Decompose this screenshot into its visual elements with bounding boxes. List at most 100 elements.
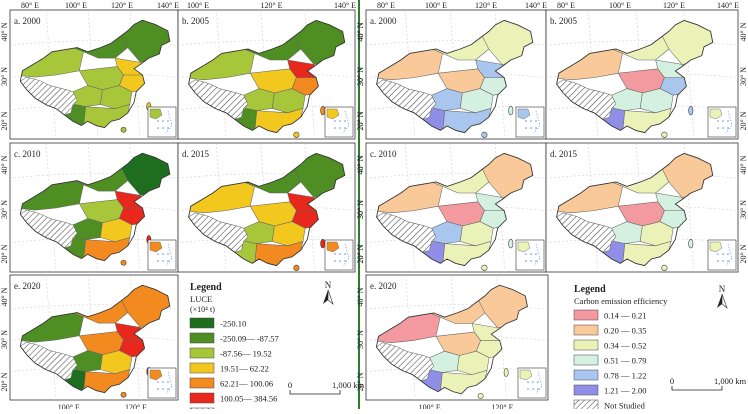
latitude-tick: 40° N (739, 22, 748, 41)
longitude-tick: 100° E (425, 1, 447, 10)
scale-start: 0 (670, 376, 674, 386)
legend-swatch (573, 324, 599, 336)
longitude-tick: 80° E (557, 1, 575, 10)
longitude-tick: 120° E (663, 1, 685, 10)
longitude-tick: 100° E (58, 403, 80, 409)
hainan-island (120, 126, 127, 133)
longitude-tick: 100° E (609, 1, 631, 10)
legend-swatch (189, 377, 215, 389)
latitude-tick: 40° N (356, 155, 365, 174)
cee-panel-e: e. 2020 100° E 120° E 40° N 30° N 20° N (356, 274, 549, 412)
latitude-tick: 30° N (0, 67, 9, 86)
legend-swatch (189, 332, 215, 344)
right-block: a. 2000 80° E 100° E 120° E 140° E 40° N 30° N… (356, 1, 748, 412)
latitude-tick: 40° N (356, 287, 365, 306)
north-arrow: N (717, 284, 728, 309)
latitude-tick: 30° N (739, 67, 748, 86)
latitude-tick: 30° N (356, 200, 365, 219)
taiwan-island (508, 105, 514, 116)
hainan-island (293, 264, 300, 271)
legend-class-label: Not Studied (604, 401, 646, 410)
latitude-tick: 20° N (356, 111, 365, 130)
latitude-tick: 20° N (356, 244, 365, 263)
cee-panel-c: c. 2010 40° N 30° N 20° N (356, 142, 547, 273)
hainan-island (661, 264, 668, 271)
hainan-island (120, 259, 127, 266)
legend-class-label: 19.51— 62.22 (220, 364, 269, 374)
legend-class-label: 0.51 — 0.79 (604, 356, 647, 366)
hainan-island (120, 391, 127, 398)
latitude-tick: 20° N (0, 372, 9, 391)
legend-variable: LUCE (190, 294, 212, 304)
scale-start: 0 (288, 380, 292, 390)
luce-panel-c: c. 2010 40° N 30° N 20° N (0, 142, 179, 273)
legend-title: Legend (574, 284, 606, 295)
legend-swatch (573, 399, 599, 411)
south-china-sea-inset (324, 239, 354, 271)
north-label: N (719, 284, 726, 294)
longitude-tick: 140° E (717, 1, 739, 10)
hainan-island (481, 264, 488, 271)
south-china-sea-inset (147, 367, 177, 399)
cee-panel-d: d. 2015 40° N 30° N 20° N (545, 142, 748, 273)
latitude-tick: 40° N (0, 287, 9, 306)
south-china-sea-inset (324, 106, 354, 138)
latitude-tick: 30° N (356, 67, 365, 86)
taiwan-island (688, 105, 694, 116)
panel-label: a. 2000 (370, 16, 397, 26)
latitude-tick: 40° N (0, 22, 9, 41)
legend-swatch (189, 392, 215, 404)
latitude-tick: 30° N (739, 200, 748, 219)
latitude-tick: 40° N (356, 22, 365, 41)
longitude-tick: 100° E (419, 403, 441, 409)
legend-swatch (573, 384, 599, 396)
panel-label: c. 2010 (370, 149, 397, 159)
latitude-tick: 40° N (0, 155, 9, 174)
hainan-island (661, 131, 668, 138)
latitude-tick: 20° N (739, 111, 748, 130)
taiwan-island (320, 105, 326, 116)
longitude-tick: 120° E (125, 403, 147, 409)
panel-label: c. 2010 (14, 149, 41, 159)
south-china-sea-inset (707, 106, 737, 138)
taiwan-island (503, 367, 509, 377)
latitude-tick: 40° N (739, 155, 748, 174)
legend-class-label: -250.10 (220, 319, 246, 329)
latitude-tick: 40° N (356, 155, 365, 174)
panel-label: b. 2005 (182, 16, 210, 26)
latitude-tick: 30° N (0, 200, 9, 219)
longitude-tick: 120° E (111, 1, 133, 10)
legend-swatch (573, 354, 599, 366)
legend-class-label: -250.09— -87.57 (220, 334, 279, 344)
longitude-tick: 80° E (21, 1, 39, 10)
scale-end: 1,000 km (714, 376, 747, 386)
legend-swatch (573, 369, 599, 381)
panel-label: d. 2015 (182, 149, 210, 159)
legend-class-label: 0.34 — 0.52 (604, 341, 647, 351)
latitude-tick: 20° N (0, 111, 9, 130)
latitude-tick: 20° N (356, 111, 365, 130)
latitude-tick: 20° N (739, 244, 748, 263)
panel-label: d. 2015 (550, 149, 578, 159)
longitude-tick: 100° E (187, 1, 209, 10)
taiwan-island (688, 238, 694, 249)
latitude-tick: 30° N (0, 330, 9, 349)
scale-end: 1,000 km (332, 380, 365, 390)
taiwan-island (508, 238, 514, 249)
north-label: N (325, 280, 332, 290)
latitude-tick: 20° N (356, 244, 365, 263)
south-china-sea-inset (707, 239, 737, 271)
longitude-tick: 100° E (65, 1, 87, 10)
legend-class-label: 1.21 — 2.00 (604, 386, 647, 396)
legend-swatch (189, 347, 215, 359)
legend-class-label: 0.14 — 0.21 (604, 311, 647, 321)
south-china-sea-inset (147, 106, 177, 138)
legend-title: Legend (190, 282, 222, 293)
luce-panel-d: d. 2015 40° N 30° N 20° N (177, 142, 365, 273)
latitude-tick: 30° N (356, 200, 365, 219)
longitude-tick: 140° E (525, 1, 547, 10)
legend-class-label: 0.78 — 1.22 (604, 371, 647, 381)
hainan-island (481, 131, 488, 138)
latitude-tick: 20° N (0, 244, 9, 263)
